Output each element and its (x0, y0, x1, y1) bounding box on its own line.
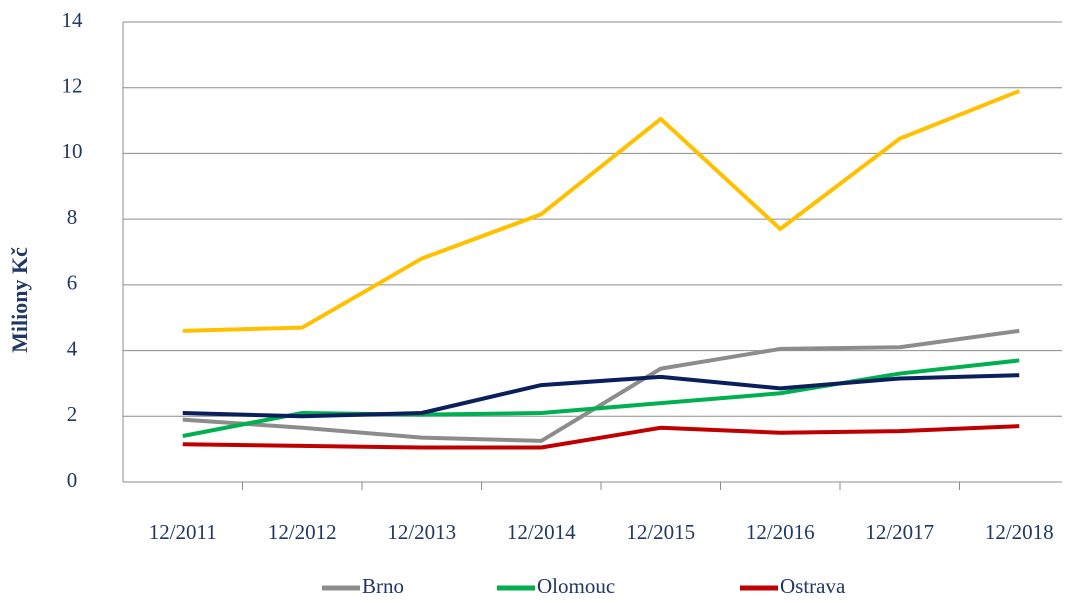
x-tick-label: 12/2017 (865, 520, 934, 544)
legend-label: Ostrava (780, 574, 846, 598)
y-tick-label: 12 (62, 74, 83, 98)
series-line (182, 373, 1020, 419)
series-line (182, 358, 1020, 438)
y-tick-label: 8 (67, 205, 78, 229)
y-tick-label: 4 (67, 336, 78, 360)
x-tick-label: 12/2012 (268, 520, 337, 544)
x-tick-label: 12/2015 (626, 520, 695, 544)
series-line (182, 328, 1020, 443)
y-axis-label: Miliony Kč (7, 247, 32, 353)
y-tick-label: 14 (62, 8, 84, 32)
y-tick-label: 0 (67, 468, 78, 492)
y-tick-label: 6 (67, 271, 78, 295)
series-line (182, 424, 1020, 450)
y-tick-label: 10 (62, 139, 83, 163)
y-tick-label: 2 (67, 402, 78, 426)
legend-label: Brno (362, 574, 404, 598)
x-tick-label: 12/2014 (507, 520, 576, 544)
x-tick-label: 12/2013 (387, 520, 456, 544)
x-tick-label: 12/2011 (149, 520, 217, 544)
series-line (182, 89, 1020, 333)
x-tick-label: 12/2018 (985, 520, 1054, 544)
x-tick-label: 12/2016 (746, 520, 815, 544)
legend-label: Olomouc (537, 574, 615, 598)
